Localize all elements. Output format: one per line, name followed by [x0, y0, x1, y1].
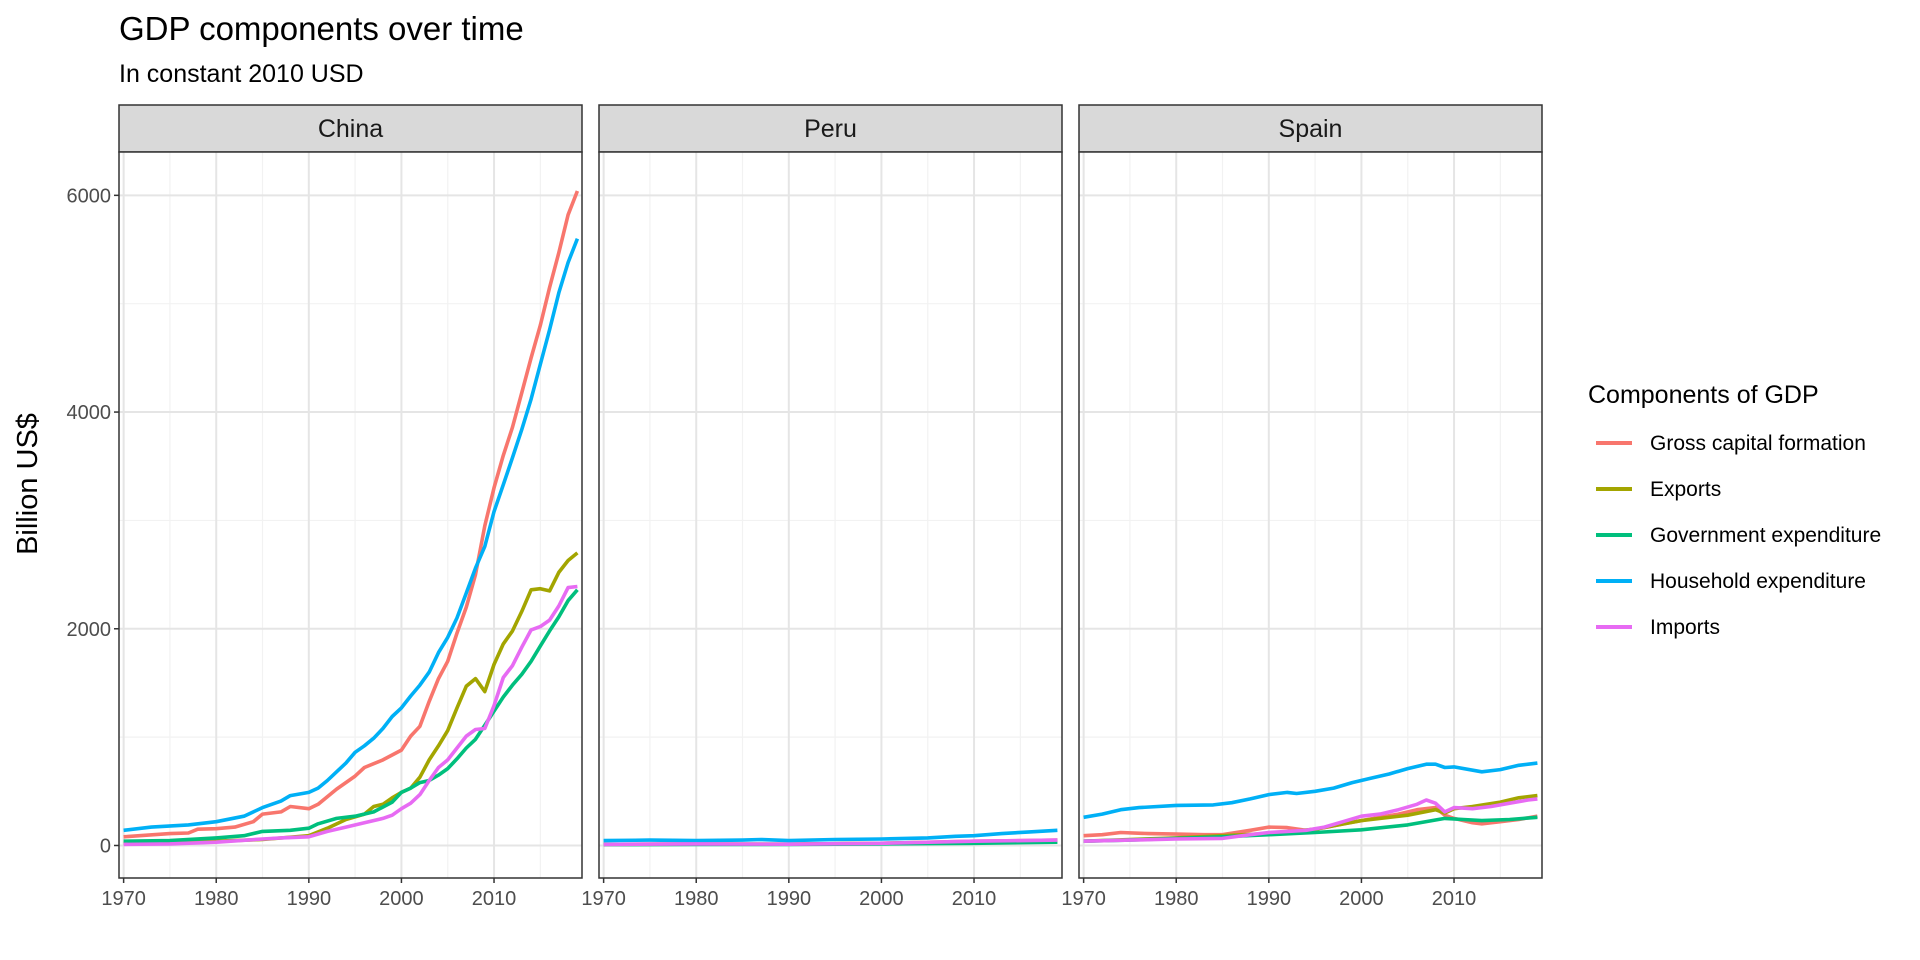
panel-border — [118, 151, 583, 879]
panel-spain: Spain 1970 1980 1990 2000 2010 — [1061, 104, 1543, 910]
legend-item-gcf: Gross capital formation — [1596, 432, 1866, 455]
plot-background — [599, 152, 1062, 878]
x-tick-label: 1970 — [581, 888, 626, 910]
panel-border — [598, 151, 1063, 879]
legend-item-gov: Government expenditure — [1596, 524, 1881, 547]
facet-label: Peru — [804, 115, 857, 143]
series-line-exp — [123, 551, 579, 846]
x-tick-label: 2010 — [472, 888, 517, 910]
x-tick-label: 1990 — [287, 888, 332, 910]
x-tick-label: 1990 — [1247, 888, 1292, 910]
legend-label: Government expenditure — [1650, 524, 1881, 547]
legend: Components of GDP Gross capital formatio… — [1588, 381, 1881, 639]
x-tick-label: 2000 — [1339, 888, 1384, 910]
legend-label: Gross capital formation — [1650, 432, 1866, 455]
legend-label: Imports — [1650, 616, 1720, 639]
facet-label: China — [318, 115, 383, 143]
series-line-hh — [123, 238, 580, 833]
x-tick-label: 2010 — [952, 888, 997, 910]
legend-item-imp: Imports — [1596, 616, 1720, 639]
facet-strip — [118, 104, 583, 153]
panel-china: China 1970 1980 1990 2000 2010 — [101, 104, 583, 910]
chart-title: GDP components over time — [119, 10, 524, 47]
series-line-hh — [603, 828, 1058, 843]
series-line-hh — [1083, 761, 1538, 820]
x-tick-label: 2010 — [1432, 888, 1477, 910]
facet-strip — [1078, 104, 1543, 153]
series-line-imp — [123, 584, 578, 847]
facet-label: Spain — [1279, 115, 1343, 143]
y-tick-label: 0 — [100, 835, 111, 857]
y-tick-label: 6000 — [67, 185, 112, 207]
x-tick-label: 2000 — [379, 888, 424, 910]
legend-title: Components of GDP — [1588, 381, 1819, 409]
series-line-imp — [1083, 797, 1538, 843]
panel-peru: Peru 1970 1980 1990 2000 2010 — [581, 104, 1063, 910]
x-tick-label: 1980 — [1154, 888, 1199, 910]
x-tick-label: 1990 — [767, 888, 812, 910]
y-tick-label: 2000 — [67, 619, 112, 641]
legend-label: Exports — [1650, 478, 1721, 501]
y-axis-title: Billion US$ — [12, 413, 44, 555]
legend-item-hh: Household expenditure — [1596, 570, 1866, 593]
y-tick-label: 4000 — [67, 402, 112, 424]
legend-label: Household expenditure — [1650, 570, 1866, 593]
x-tick-label: 1980 — [194, 888, 239, 910]
x-tick-label: 1970 — [101, 888, 146, 910]
plot-background — [1079, 152, 1542, 878]
series-line-gcf — [123, 190, 580, 839]
chart-subtitle: In constant 2010 USD — [119, 60, 364, 88]
panel-border — [1078, 151, 1543, 879]
x-tick-label: 1980 — [674, 888, 719, 910]
legend-item-exp: Exports — [1596, 478, 1721, 501]
series-line-gov — [123, 588, 579, 843]
series-line-imp — [603, 838, 1058, 847]
x-tick-label: 2000 — [859, 888, 904, 910]
plot-background — [119, 152, 582, 878]
x-tick-label: 1970 — [1061, 888, 1106, 910]
